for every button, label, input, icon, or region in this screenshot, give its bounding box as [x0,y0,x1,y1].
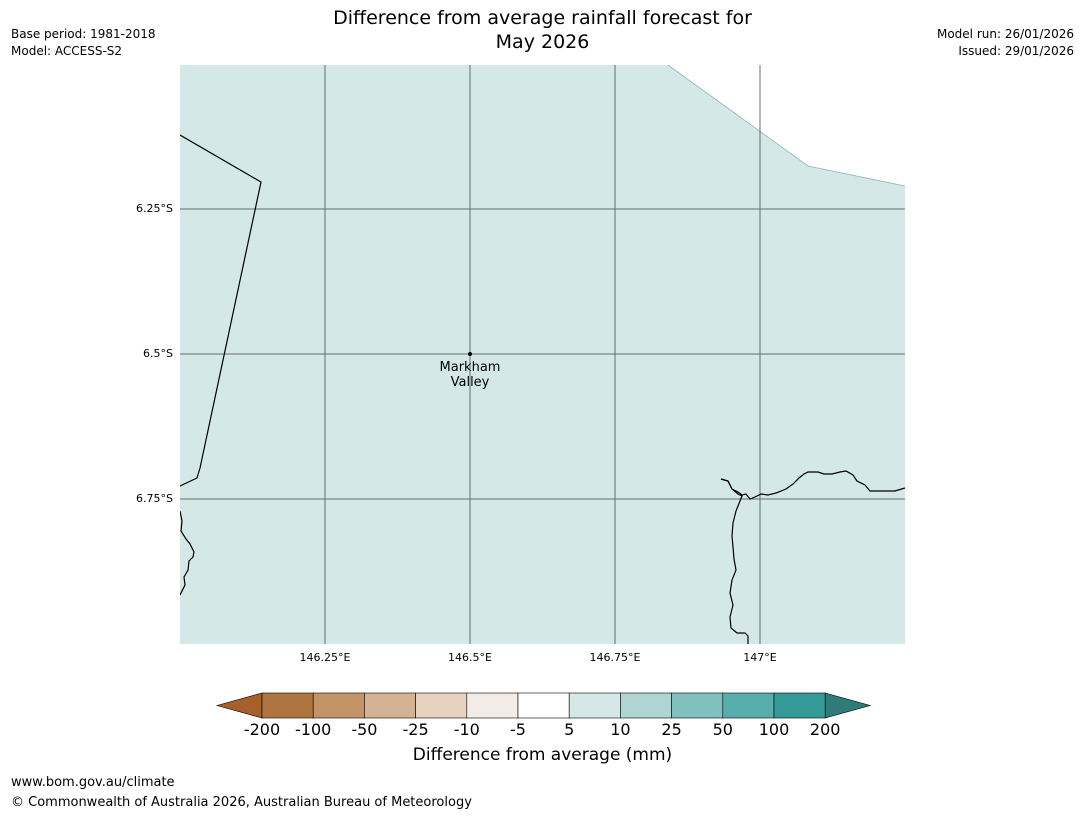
colorbar-swatch [671,692,724,719]
colorbar-tick-label: -50 [351,720,378,739]
colorbar-swatch [773,692,826,719]
colorbar-swatches [215,692,871,719]
grid-lines [180,65,905,644]
colorbar-tick-label: -10 [453,720,480,739]
map-title: Difference from average rainfall forecas… [333,7,752,53]
colorbar [215,692,871,719]
coastline-right [720,470,905,500]
meta-right: Model run: 26/01/2026 Issued: 29/01/2026 [937,26,1074,60]
colorbar-tick-label: 200 [809,720,841,739]
model-run: Model run: 26/01/2026 [936,27,1074,41]
colorbar-swatch [415,692,468,719]
lon-label-146-75: 146.75°E [589,651,641,664]
colorbar-swatch [466,692,519,719]
colorbar-tick-label: -100 [295,720,332,739]
outside-region [668,65,905,186]
lon-label-146-5: 146.5°E [448,651,492,664]
lat-label-6-75: 6.75°S [136,492,173,505]
colorbar-swatch [620,692,672,719]
footer-url[interactable]: www.bom.gov.au/climate [11,775,175,790]
place-label-markham-valley: Markham Valley [439,360,501,390]
colorbar-swatch [364,692,416,719]
region-edge [667,65,905,187]
colorbar-swatch [517,692,570,719]
meta-left: Base period: 1981-2018 Model: ACCESS-S2 [11,26,156,60]
colorbar-swatch [722,692,775,719]
lon-label-146-25: 146.25°E [299,651,351,664]
model-name: Model: ACCESS-S2 [11,44,123,58]
colorbar-swatch [261,692,314,719]
colorbar-label: Difference from average (mm) [412,745,673,765]
colorbar-tick-label: 50 [712,720,733,739]
colorbar-tick-label: 100 [758,720,790,739]
colorbar-tick-label: 5 [564,720,575,739]
coastline-river [720,478,749,644]
colorbar-tick-label: -25 [402,720,429,739]
map-panel [180,65,905,644]
border-line [180,134,262,487]
colorbar-tick-label: 10 [610,720,631,739]
colorbar-arrow-high [824,692,871,719]
lat-label-6-25: 6.25°S [136,202,173,215]
colorbar-tick-label: -200 [243,720,281,739]
base-period: Base period: 1981-2018 [11,27,156,41]
colorbar-tick-label: -5 [510,720,526,739]
issued-date: Issued: 29/01/2026 [958,44,1074,58]
colorbar-arrow-low [215,692,263,719]
lon-label-147: 147°E [743,651,777,664]
footer-copyright: © Commonwealth of Australia 2026, Austra… [11,795,472,810]
colorbar-swatch [312,692,365,719]
lat-label-6-5: 6.5°S [143,347,173,360]
coastline-left [180,510,195,596]
colorbar-tick-label: 25 [661,720,682,739]
colorbar-swatch [568,692,621,719]
place-marker [468,352,472,356]
